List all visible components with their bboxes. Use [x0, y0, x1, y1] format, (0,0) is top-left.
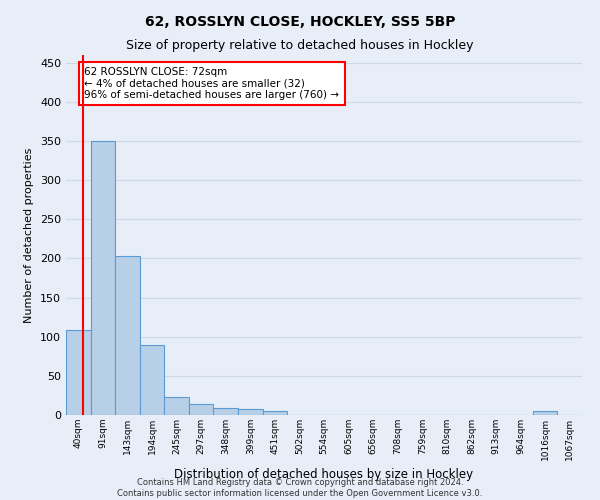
- Bar: [189, 404, 214, 415]
- Text: 62, ROSSLYN CLOSE, HOCKLEY, SS5 5BP: 62, ROSSLYN CLOSE, HOCKLEY, SS5 5BP: [145, 15, 455, 29]
- Bar: [533, 411, 557, 415]
- Text: Contains HM Land Registry data © Crown copyright and database right 2024.
Contai: Contains HM Land Registry data © Crown c…: [118, 478, 482, 498]
- Bar: [164, 397, 189, 415]
- Y-axis label: Number of detached properties: Number of detached properties: [25, 148, 34, 322]
- Bar: [140, 344, 164, 415]
- Bar: [91, 141, 115, 415]
- Bar: [66, 330, 91, 415]
- Text: 62 ROSSLYN CLOSE: 72sqm
← 4% of detached houses are smaller (32)
96% of semi-det: 62 ROSSLYN CLOSE: 72sqm ← 4% of detached…: [85, 66, 340, 100]
- Text: Size of property relative to detached houses in Hockley: Size of property relative to detached ho…: [126, 39, 474, 52]
- Bar: [214, 408, 238, 415]
- Bar: [115, 256, 140, 415]
- Bar: [238, 408, 263, 415]
- X-axis label: Distribution of detached houses by size in Hockley: Distribution of detached houses by size …: [175, 468, 473, 481]
- Bar: [263, 411, 287, 415]
